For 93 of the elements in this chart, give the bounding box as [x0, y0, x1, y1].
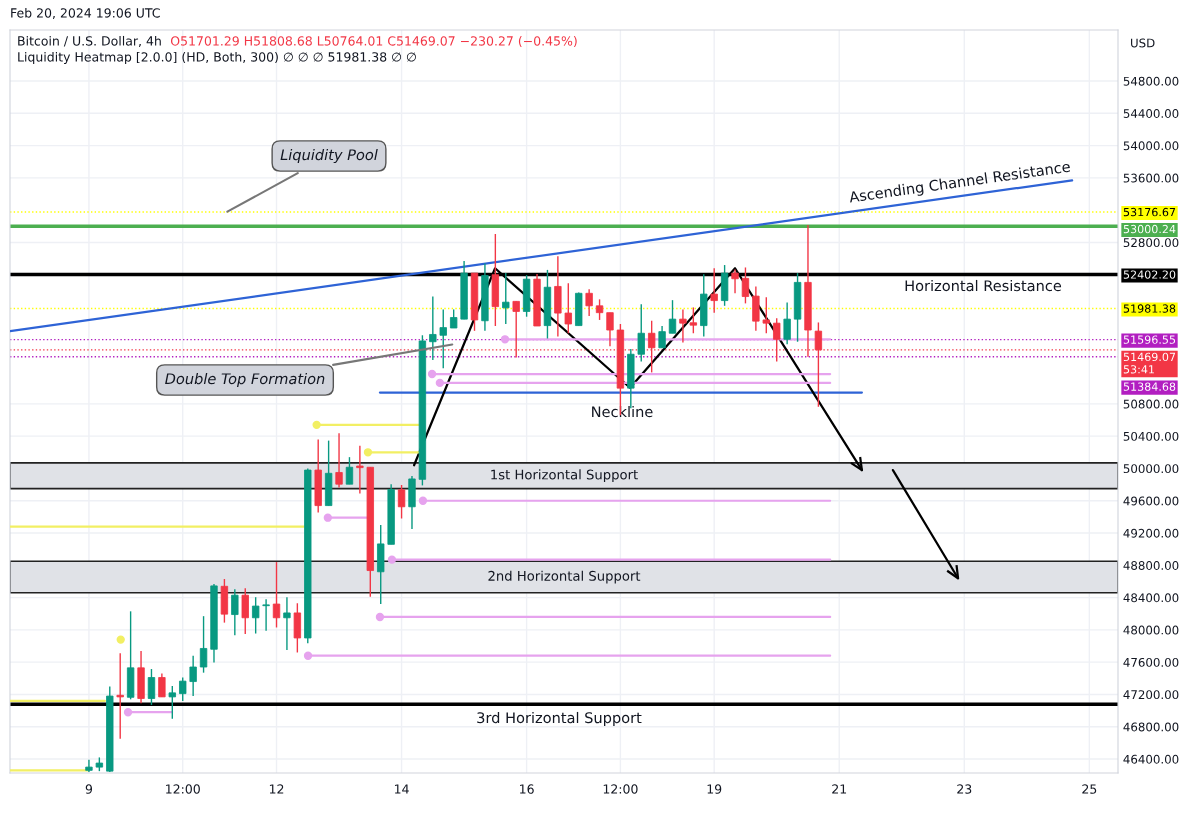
point	[435, 378, 445, 388]
ref-line-label: 53000.24	[1123, 224, 1176, 234]
point	[303, 651, 313, 660]
ref-line-label: 51384.68	[1123, 382, 1176, 391]
y-tick-label: 46800.00	[1123, 722, 1179, 732]
band-label: 1st Horizontal Support	[491, 469, 638, 483]
ref-line-label: 51469.07 53:41	[1123, 352, 1176, 374]
y-tick-label: 47200.00	[1123, 690, 1179, 700]
candlestick	[231, 588, 239, 636]
candlestick	[449, 308, 458, 329]
candlestick	[179, 676, 187, 702]
annotation: Liquidity Heatmap [2.0.0] (HD, Both, 300) ∅ ∅ ∅ 51981.38 ∅ ∅	[18, 51, 416, 65]
x-tick-label: 21	[832, 784, 847, 794]
candlestick	[397, 484, 406, 520]
y-tick-label: 50400.00	[1123, 431, 1179, 441]
candlestick	[689, 306, 698, 334]
point	[123, 708, 133, 717]
candlestick	[585, 288, 593, 317]
y-tick-label: 50000.00	[1123, 464, 1179, 474]
point	[375, 612, 385, 622]
y-tick-label: 54800.00	[1123, 76, 1179, 86]
candlestick	[762, 296, 770, 334]
candlestick	[773, 317, 781, 363]
ref-line-label: 51596.55	[1123, 335, 1176, 344]
ref-line-label: 52402.20	[1123, 270, 1176, 279]
candlestick	[272, 561, 281, 629]
y-tick-label: 48800.00	[1123, 561, 1179, 570]
x-tick-label: 25	[1082, 784, 1097, 794]
x-tick-label: 12	[269, 784, 284, 794]
x-tick-label: 12:00	[166, 784, 200, 794]
x-tick-label: 9	[85, 784, 93, 794]
text: USD	[1131, 38, 1155, 48]
candlestick	[502, 272, 510, 325]
x-tick-label: 14	[394, 784, 409, 794]
candlestick	[679, 308, 687, 344]
candlestick	[283, 596, 291, 651]
x-tick-label: 16	[520, 784, 534, 794]
y-tick-label: 54400.00	[1123, 109, 1179, 118]
y-tick-label: 48400.00	[1123, 593, 1179, 603]
candlestick	[637, 303, 645, 363]
candlestick	[116, 652, 124, 740]
point	[500, 335, 510, 344]
chart-subtitle: O51701.29 H51808.68 L50764.01 C51469.07 −230.27 (−0.45%)	[170, 35, 577, 48]
annotation: Liquidity Pool	[280, 148, 378, 164]
annotation: Ascending Channel Resistance	[848, 160, 1071, 206]
y-tick-label: 53600.00	[1123, 173, 1179, 183]
candlestick	[783, 301, 791, 345]
y-tick-label: 52800.00	[1123, 238, 1179, 248]
x-tick-label: 19	[707, 784, 722, 794]
candlestick	[356, 445, 364, 495]
y-tick-label: 47600.00	[1123, 657, 1179, 667]
annotation: Double Top Formation	[165, 372, 325, 388]
candlestick	[262, 598, 270, 632]
candlestick	[252, 596, 260, 635]
candlestick	[658, 325, 666, 349]
y-tick-label: 50800.00	[1123, 399, 1179, 409]
x-tick-label: 23	[957, 784, 972, 794]
chart-title: Bitcoin / U.S. Dollar, 4h	[18, 35, 161, 47]
y-tick-label: 49200.00	[1123, 528, 1179, 538]
candlestick	[595, 298, 604, 321]
candlestick	[147, 668, 156, 706]
candlestick	[668, 299, 677, 334]
candlestick	[741, 266, 750, 305]
ref-line-label: 51981.38	[1123, 304, 1176, 313]
ref-line-label: 53176.67	[1123, 207, 1176, 217]
candlestick	[429, 295, 437, 361]
point	[418, 496, 428, 505]
y-tick-label: 49600.00	[1123, 496, 1179, 506]
point	[387, 555, 397, 564]
point	[312, 420, 321, 430]
candlestick	[241, 587, 249, 635]
candlestick	[345, 456, 354, 485]
point	[363, 448, 373, 457]
candlestick	[158, 672, 166, 698]
candlestick	[710, 267, 718, 314]
y-tick-label: 46400.00	[1123, 754, 1179, 764]
candlestick	[189, 655, 197, 697]
y-tick-label: 54000.00	[1123, 141, 1179, 151]
candlestick	[606, 311, 614, 347]
candlestick	[335, 432, 343, 489]
point	[427, 369, 437, 379]
point	[323, 513, 333, 522]
y-tick-label: 48000.00	[1123, 625, 1179, 635]
annotation: 3rd Horizontal Support	[477, 711, 642, 727]
candlestick	[564, 282, 572, 334]
x-tick-label: 12:00	[603, 784, 638, 794]
candlestick	[731, 268, 739, 294]
band-label: 2nd Horizontal Support	[488, 570, 641, 584]
candlestick	[199, 615, 208, 674]
candlestick	[168, 685, 176, 720]
text: Feb 20, 2024 19:06 UTC	[11, 7, 160, 19]
candlestick	[439, 308, 447, 370]
annotation: Horizontal Resistance	[905, 279, 1062, 292]
